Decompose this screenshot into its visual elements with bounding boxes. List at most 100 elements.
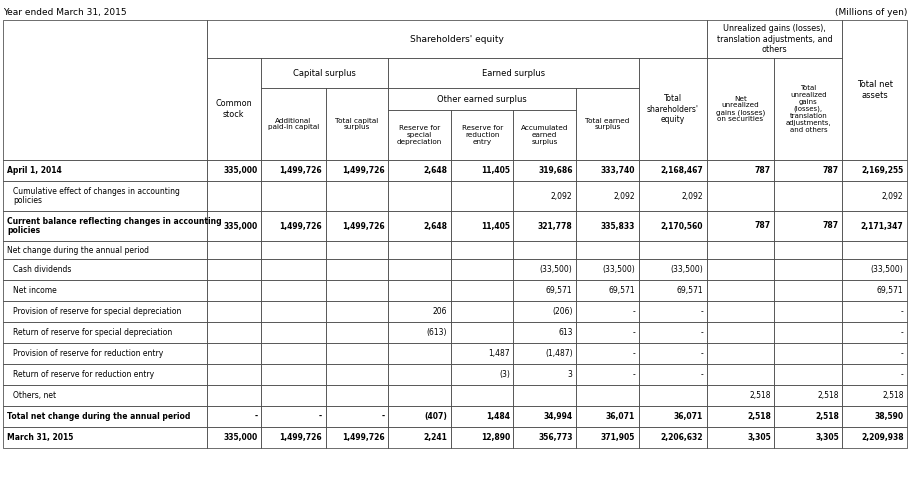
Text: Reserve for
special
depreciation: Reserve for special depreciation bbox=[397, 125, 442, 145]
FancyBboxPatch shape bbox=[576, 385, 639, 406]
Text: 2,518: 2,518 bbox=[747, 412, 771, 421]
Text: 319,686: 319,686 bbox=[538, 166, 572, 175]
FancyBboxPatch shape bbox=[843, 211, 907, 241]
FancyBboxPatch shape bbox=[261, 364, 326, 385]
FancyBboxPatch shape bbox=[843, 241, 907, 259]
FancyBboxPatch shape bbox=[389, 280, 450, 301]
Text: -: - bbox=[901, 328, 904, 337]
Text: Net income: Net income bbox=[13, 286, 56, 295]
FancyBboxPatch shape bbox=[576, 343, 639, 364]
FancyBboxPatch shape bbox=[326, 181, 389, 211]
FancyBboxPatch shape bbox=[639, 181, 706, 211]
Text: -: - bbox=[632, 349, 635, 358]
FancyBboxPatch shape bbox=[261, 406, 326, 427]
FancyBboxPatch shape bbox=[576, 88, 639, 160]
FancyBboxPatch shape bbox=[326, 385, 389, 406]
FancyBboxPatch shape bbox=[706, 343, 774, 364]
FancyBboxPatch shape bbox=[639, 280, 706, 301]
FancyBboxPatch shape bbox=[450, 181, 513, 211]
Text: 1,499,726: 1,499,726 bbox=[342, 166, 385, 175]
FancyBboxPatch shape bbox=[843, 301, 907, 322]
Text: 787: 787 bbox=[823, 221, 839, 230]
FancyBboxPatch shape bbox=[576, 211, 639, 241]
Text: -: - bbox=[701, 328, 703, 337]
Text: -: - bbox=[701, 307, 703, 316]
FancyBboxPatch shape bbox=[576, 322, 639, 343]
Text: Shareholders' equity: Shareholders' equity bbox=[410, 35, 503, 44]
FancyBboxPatch shape bbox=[513, 181, 576, 211]
Text: -: - bbox=[701, 370, 703, 379]
FancyBboxPatch shape bbox=[706, 211, 774, 241]
Text: Others, net: Others, net bbox=[13, 391, 56, 400]
FancyBboxPatch shape bbox=[261, 259, 326, 280]
Text: (33,500): (33,500) bbox=[602, 265, 635, 274]
FancyBboxPatch shape bbox=[326, 211, 389, 241]
FancyBboxPatch shape bbox=[261, 211, 326, 241]
FancyBboxPatch shape bbox=[513, 110, 576, 160]
FancyBboxPatch shape bbox=[207, 406, 261, 427]
FancyBboxPatch shape bbox=[389, 181, 450, 211]
FancyBboxPatch shape bbox=[3, 20, 207, 160]
Text: 321,778: 321,778 bbox=[538, 221, 572, 230]
FancyBboxPatch shape bbox=[450, 160, 513, 181]
FancyBboxPatch shape bbox=[513, 280, 576, 301]
FancyBboxPatch shape bbox=[774, 364, 843, 385]
Text: April 1, 2014: April 1, 2014 bbox=[7, 166, 62, 175]
FancyBboxPatch shape bbox=[207, 280, 261, 301]
Text: 1,499,726: 1,499,726 bbox=[279, 166, 322, 175]
FancyBboxPatch shape bbox=[3, 343, 207, 364]
Text: -: - bbox=[632, 307, 635, 316]
FancyBboxPatch shape bbox=[3, 280, 207, 301]
FancyBboxPatch shape bbox=[207, 259, 261, 280]
FancyBboxPatch shape bbox=[639, 241, 706, 259]
Text: 34,994: 34,994 bbox=[543, 412, 572, 421]
Text: -: - bbox=[632, 370, 635, 379]
Text: 11,405: 11,405 bbox=[481, 221, 510, 230]
FancyBboxPatch shape bbox=[639, 160, 706, 181]
Text: 356,773: 356,773 bbox=[538, 433, 572, 442]
Text: Accumulated
earned
surplus: Accumulated earned surplus bbox=[521, 125, 569, 145]
FancyBboxPatch shape bbox=[389, 241, 450, 259]
FancyBboxPatch shape bbox=[513, 322, 576, 343]
Text: 2,171,347: 2,171,347 bbox=[861, 221, 904, 230]
FancyBboxPatch shape bbox=[513, 406, 576, 427]
FancyBboxPatch shape bbox=[207, 427, 261, 448]
FancyBboxPatch shape bbox=[843, 343, 907, 364]
FancyBboxPatch shape bbox=[774, 280, 843, 301]
FancyBboxPatch shape bbox=[576, 427, 639, 448]
FancyBboxPatch shape bbox=[513, 211, 576, 241]
Text: 2,092: 2,092 bbox=[613, 192, 635, 201]
Text: 333,740: 333,740 bbox=[601, 166, 635, 175]
Text: 1,484: 1,484 bbox=[486, 412, 510, 421]
Text: 3,305: 3,305 bbox=[747, 433, 771, 442]
FancyBboxPatch shape bbox=[261, 343, 326, 364]
FancyBboxPatch shape bbox=[706, 322, 774, 343]
FancyBboxPatch shape bbox=[261, 181, 326, 211]
Text: 3: 3 bbox=[568, 370, 572, 379]
FancyBboxPatch shape bbox=[261, 427, 326, 448]
Text: Total capital
surplus: Total capital surplus bbox=[335, 118, 379, 131]
Text: Earned surplus: Earned surplus bbox=[482, 69, 545, 77]
FancyBboxPatch shape bbox=[513, 259, 576, 280]
Text: 69,571: 69,571 bbox=[877, 286, 904, 295]
Text: 2,170,560: 2,170,560 bbox=[661, 221, 703, 230]
Text: Total net change during the annual period: Total net change during the annual perio… bbox=[7, 412, 190, 421]
Text: 335,833: 335,833 bbox=[601, 221, 635, 230]
FancyBboxPatch shape bbox=[576, 364, 639, 385]
FancyBboxPatch shape bbox=[513, 160, 576, 181]
FancyBboxPatch shape bbox=[706, 181, 774, 211]
FancyBboxPatch shape bbox=[450, 259, 513, 280]
FancyBboxPatch shape bbox=[513, 364, 576, 385]
Text: 36,071: 36,071 bbox=[606, 412, 635, 421]
FancyBboxPatch shape bbox=[207, 58, 261, 160]
Text: 2,169,255: 2,169,255 bbox=[861, 166, 904, 175]
FancyBboxPatch shape bbox=[513, 301, 576, 322]
FancyBboxPatch shape bbox=[450, 322, 513, 343]
FancyBboxPatch shape bbox=[326, 160, 389, 181]
FancyBboxPatch shape bbox=[706, 280, 774, 301]
Text: (206): (206) bbox=[552, 307, 572, 316]
FancyBboxPatch shape bbox=[576, 406, 639, 427]
FancyBboxPatch shape bbox=[576, 181, 639, 211]
Text: 1,499,726: 1,499,726 bbox=[342, 221, 385, 230]
Text: (Millions of yen): (Millions of yen) bbox=[834, 8, 907, 17]
